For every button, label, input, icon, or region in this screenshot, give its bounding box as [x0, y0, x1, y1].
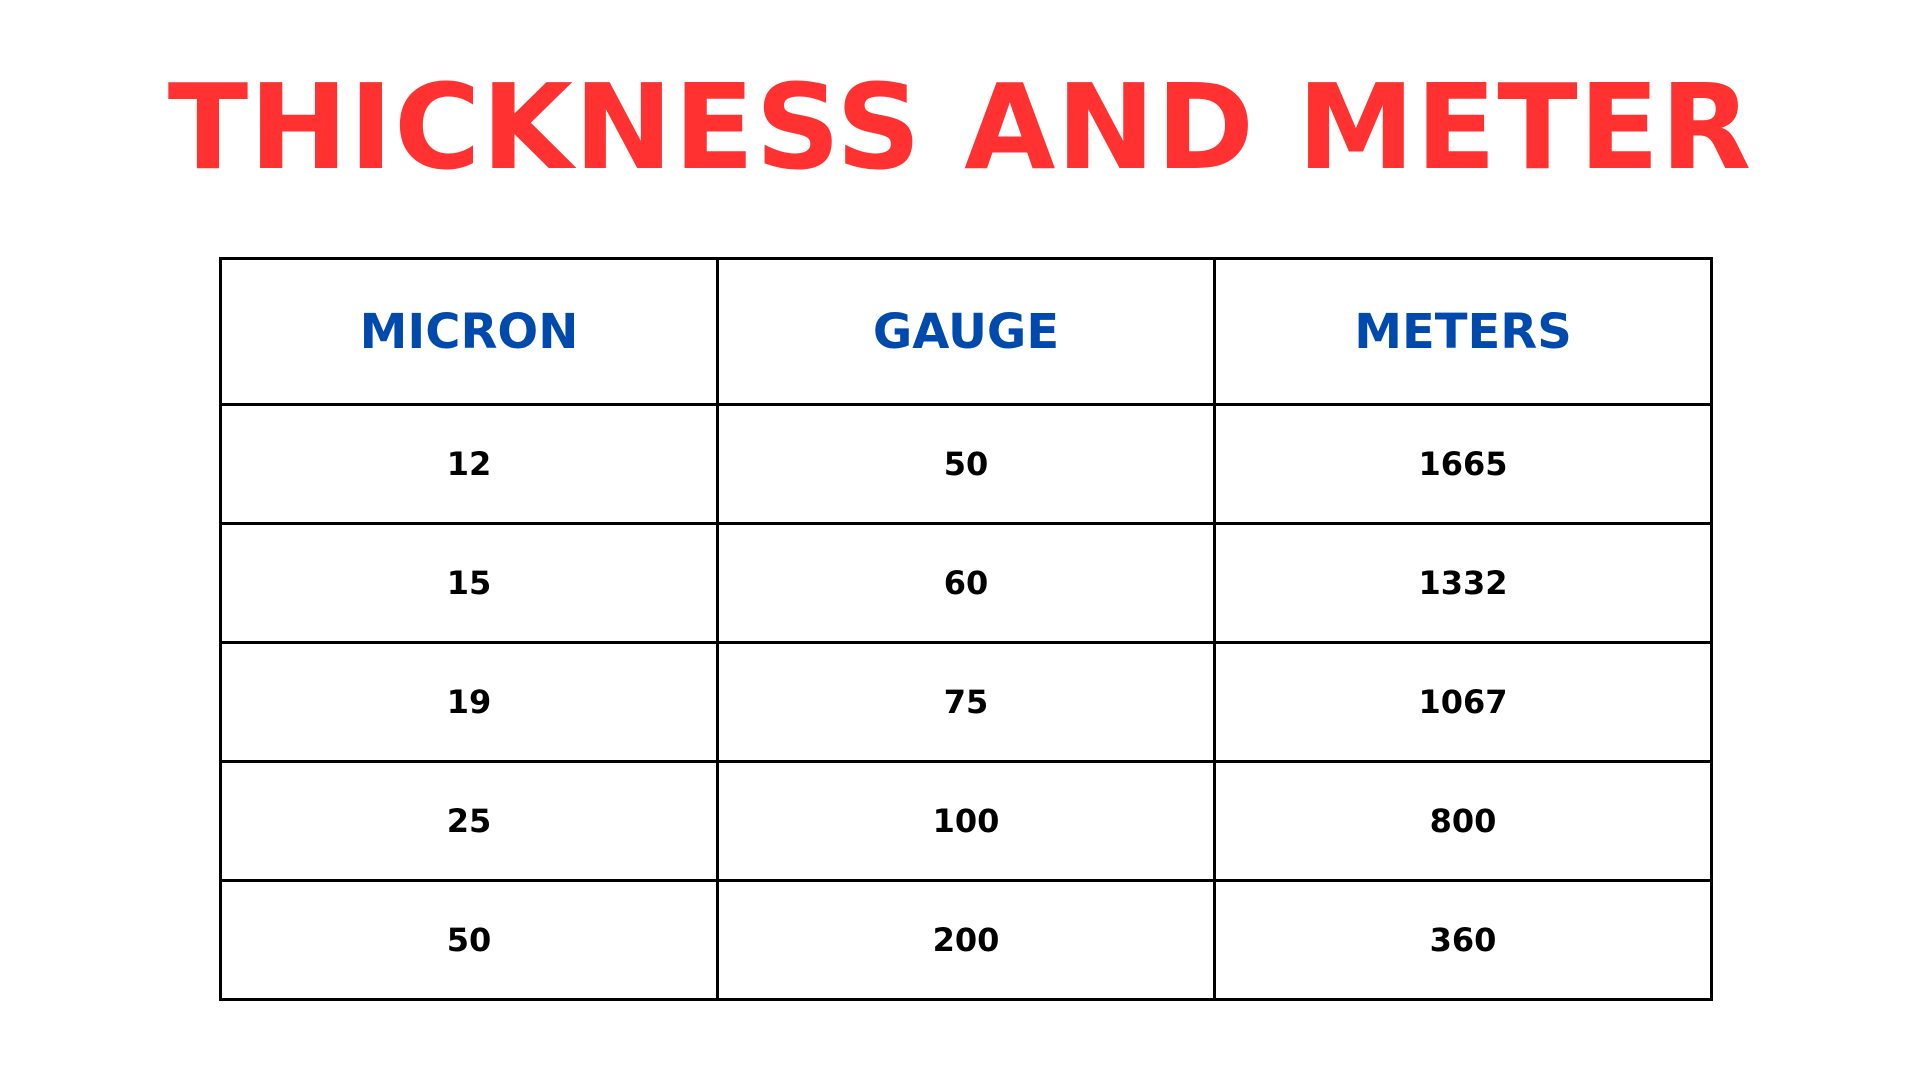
header-cell-meters: METERS — [1213, 257, 1713, 406]
cell-gauge: 100 — [716, 760, 1216, 882]
cell-gauge: 75 — [716, 641, 1216, 763]
cell-micron: 12 — [219, 403, 719, 525]
thickness-table: MICRON GAUGE METERS 12 50 1665 15 60 133… — [219, 257, 1713, 1001]
cell-gauge: 200 — [716, 879, 1216, 1001]
table-row: 12 50 1665 — [219, 403, 1713, 525]
table-body: 12 50 1665 15 60 1332 19 75 1067 25 100 … — [219, 403, 1713, 1001]
cell-meters: 1665 — [1213, 403, 1713, 525]
table-row: 50 200 360 — [219, 879, 1713, 1001]
cell-meters: 1332 — [1213, 522, 1713, 644]
cell-micron: 19 — [219, 641, 719, 763]
cell-gauge: 50 — [716, 403, 1216, 525]
table-row: 19 75 1067 — [219, 641, 1713, 763]
header-cell-micron: MICRON — [219, 257, 719, 406]
table-row: 15 60 1332 — [219, 522, 1713, 644]
cell-gauge: 60 — [716, 522, 1216, 644]
cell-meters: 800 — [1213, 760, 1713, 882]
cell-micron: 50 — [219, 879, 719, 1001]
page-title: THICKNESS AND METER — [167, 58, 1753, 196]
table-row: 25 100 800 — [219, 760, 1713, 882]
header-row: MICRON GAUGE METERS — [219, 257, 1713, 406]
cell-meters: 360 — [1213, 879, 1713, 1001]
table-header: MICRON GAUGE METERS — [219, 257, 1713, 406]
cell-micron: 25 — [219, 760, 719, 882]
header-cell-gauge: GAUGE — [716, 257, 1216, 406]
cell-micron: 15 — [219, 522, 719, 644]
cell-meters: 1067 — [1213, 641, 1713, 763]
